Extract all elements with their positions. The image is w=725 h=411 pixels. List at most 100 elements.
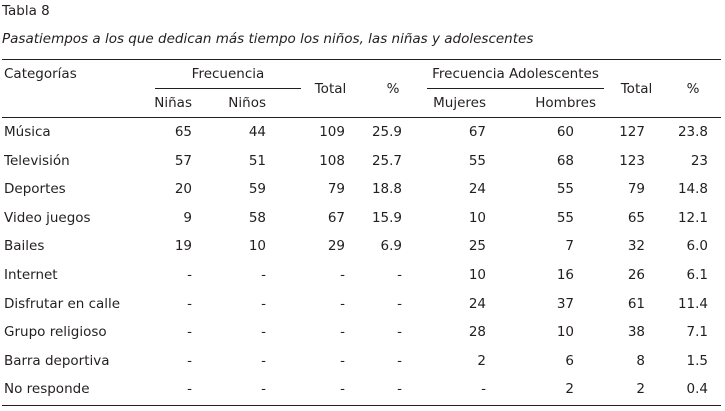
header-frecuencia-adolescentes: Frecuencia Adolescentes [432, 66, 599, 82]
header-mujeres: Mujeres [433, 95, 486, 111]
cell-pct2: 6.0 [686, 238, 708, 254]
cell-pct2: 7.1 [686, 324, 708, 340]
cell-total2: 65 [627, 210, 645, 226]
cell-total2: 26 [627, 267, 645, 283]
cell-ninos: - [261, 324, 266, 340]
cell-ninos: 51 [248, 153, 266, 169]
cell-total: 67 [327, 210, 345, 226]
header-frecuencia: Frecuencia [191, 66, 265, 82]
header-hombres: Hombres [535, 95, 596, 111]
header-categorias: Categorías [4, 66, 77, 82]
cell-total: 79 [327, 181, 345, 197]
cell-total2: 8 [636, 353, 645, 369]
row-category: Deportes [4, 181, 66, 197]
cell-ninas: 20 [174, 181, 192, 197]
cell-pct: - [397, 296, 402, 312]
cell-mujeres: 25 [468, 238, 486, 254]
cell-total: 29 [327, 238, 345, 254]
cell-hombres: 16 [556, 267, 574, 283]
cell-ninos: - [261, 296, 266, 312]
row-category: No responde [4, 381, 90, 397]
cell-pct2: 14.8 [677, 181, 708, 197]
header-ninos: Niños [228, 95, 266, 111]
cell-hombres: 6 [565, 353, 574, 369]
cell-total2: 32 [627, 238, 645, 254]
cell-pct2: 0.4 [686, 381, 708, 397]
row-category: Grupo religioso [4, 324, 107, 340]
cell-pct2: 11.4 [677, 296, 708, 312]
cell-mujeres: 55 [468, 153, 486, 169]
cell-ninas: 57 [174, 153, 192, 169]
cell-pct: - [397, 381, 402, 397]
cell-mujeres: - [481, 381, 486, 397]
cell-mujeres: 67 [468, 124, 486, 140]
row-category: Video juegos [4, 210, 91, 226]
row-category: Bailes [4, 238, 45, 254]
cell-hombres: 60 [556, 124, 574, 140]
cell-ninas: - [187, 381, 192, 397]
cell-mujeres: 24 [468, 181, 486, 197]
cell-ninas: 9 [183, 210, 192, 226]
table-caption: Pasatiempos a los que dedican más tiempo… [2, 31, 534, 47]
cell-ninos: 44 [248, 124, 266, 140]
cell-ninos: 58 [248, 210, 266, 226]
cell-pct2: 1.5 [686, 353, 708, 369]
cell-total: - [340, 353, 345, 369]
row-category: Disfrutar en calle [4, 296, 121, 312]
cell-ninos: 59 [248, 181, 266, 197]
header-total: Total [314, 81, 347, 97]
cell-total: - [340, 381, 345, 397]
cell-ninos: 10 [248, 238, 266, 254]
cell-hombres: 2 [565, 381, 574, 397]
cell-ninos: - [261, 267, 266, 283]
cell-ninas: - [187, 267, 192, 283]
cell-hombres: 68 [556, 153, 574, 169]
cell-total: - [340, 267, 345, 283]
cell-pct2: 23 [690, 153, 708, 169]
header-total-adolescentes: Total [620, 81, 653, 97]
cell-mujeres: 28 [468, 324, 486, 340]
header-pct-adolescentes: % [686, 81, 700, 97]
cell-pct: 15.9 [371, 210, 402, 226]
header-pct: % [386, 81, 400, 97]
cell-hombres: 55 [556, 181, 574, 197]
cell-ninos: - [261, 353, 266, 369]
cell-ninas: 19 [174, 238, 192, 254]
header-bottom-rule [2, 117, 721, 118]
bottom-rule [2, 405, 721, 406]
cell-total2: 127 [619, 124, 645, 140]
cell-total2: 123 [619, 153, 645, 169]
cell-pct: - [397, 267, 402, 283]
cell-pct: - [397, 324, 402, 340]
cell-total2: 79 [627, 181, 645, 197]
row-category: Televisión [4, 153, 70, 169]
cell-ninos: - [261, 381, 266, 397]
cell-mujeres: 10 [468, 267, 486, 283]
row-category: Barra deportiva [4, 353, 110, 369]
cell-pct: 18.8 [371, 181, 402, 197]
cell-pct2: 23.8 [677, 124, 708, 140]
row-category: Música [4, 124, 51, 140]
frecuencia-group-rule [155, 88, 301, 89]
cell-total: - [340, 324, 345, 340]
cell-mujeres: 24 [468, 296, 486, 312]
cell-ninas: - [187, 296, 192, 312]
cell-ninas: - [187, 353, 192, 369]
top-rule [2, 59, 721, 60]
adolescentes-group-rule [427, 88, 604, 89]
cell-total: 108 [319, 153, 345, 169]
cell-total2: 38 [627, 324, 645, 340]
cell-hombres: 7 [565, 238, 574, 254]
cell-total: - [340, 296, 345, 312]
cell-pct2: 12.1 [677, 210, 708, 226]
table-label: Tabla 8 [2, 3, 50, 19]
cell-pct: 25.9 [371, 124, 402, 140]
cell-total2: 2 [636, 381, 645, 397]
cell-ninas: - [187, 324, 192, 340]
row-category: Internet [4, 267, 58, 283]
cell-mujeres: 10 [468, 210, 486, 226]
header-ninas: Niñas [154, 95, 192, 111]
cell-pct: - [397, 353, 402, 369]
cell-pct: 6.9 [380, 238, 402, 254]
cell-ninas: 65 [174, 124, 192, 140]
